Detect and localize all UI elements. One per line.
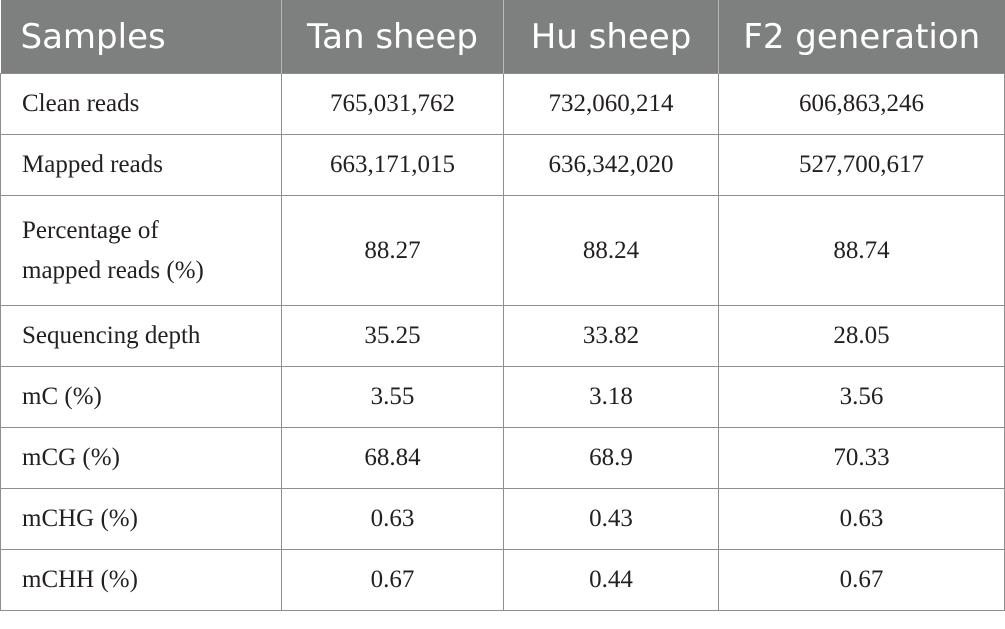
row-label: Sequencing depth bbox=[0, 305, 282, 367]
table-row: mC (%) 3.55 3.18 3.56 bbox=[0, 366, 1005, 428]
header-hu-sheep: Hu sheep bbox=[503, 0, 719, 74]
header-row: Samples Tan sheep Hu sheep F2 generation bbox=[0, 0, 1005, 74]
cell-value: 0.43 bbox=[503, 488, 719, 550]
table-row: Sequencing depth 35.25 33.82 28.05 bbox=[0, 305, 1005, 367]
row-label: mCG (%) bbox=[0, 427, 282, 489]
table-row: mCHH (%) 0.67 0.44 0.67 bbox=[0, 549, 1005, 611]
table-row: Mapped reads 663,171,015 636,342,020 527… bbox=[0, 134, 1005, 196]
cell-value: 33.82 bbox=[503, 305, 719, 367]
cell-value: 636,342,020 bbox=[503, 134, 719, 196]
row-label: mC (%) bbox=[0, 366, 282, 428]
header-tan-sheep: Tan sheep bbox=[281, 0, 504, 74]
row-label: mCHG (%) bbox=[0, 488, 282, 550]
cell-value: 70.33 bbox=[718, 427, 1005, 489]
cell-value: 68.84 bbox=[281, 427, 504, 489]
cell-value: 606,863,246 bbox=[718, 73, 1005, 135]
cell-value: 0.63 bbox=[281, 488, 504, 550]
row-label: Clean reads bbox=[0, 73, 282, 135]
header-f2-generation: F2 generation bbox=[718, 0, 1005, 74]
cell-value: 527,700,617 bbox=[718, 134, 1005, 196]
table-row: mCG (%) 68.84 68.9 70.33 bbox=[0, 427, 1005, 489]
header-samples: Samples bbox=[0, 0, 282, 74]
table-row: mCHG (%) 0.63 0.43 0.63 bbox=[0, 488, 1005, 550]
cell-value: 3.18 bbox=[503, 366, 719, 428]
table-row: Clean reads 765,031,762 732,060,214 606,… bbox=[0, 73, 1005, 135]
cell-value: 0.67 bbox=[281, 549, 504, 611]
cell-value: 0.63 bbox=[718, 488, 1005, 550]
cell-value: 68.9 bbox=[503, 427, 719, 489]
table-row: Percentage of mapped reads (%) 88.27 88.… bbox=[0, 195, 1005, 306]
cell-value: 88.27 bbox=[281, 195, 504, 306]
cell-value: 35.25 bbox=[281, 305, 504, 367]
cell-value: 3.55 bbox=[281, 366, 504, 428]
cell-value: 732,060,214 bbox=[503, 73, 719, 135]
cell-value: 28.05 bbox=[718, 305, 1005, 367]
row-label: Percentage of mapped reads (%) bbox=[0, 195, 282, 306]
cell-value: 3.56 bbox=[718, 366, 1005, 428]
cell-value: 0.67 bbox=[718, 549, 1005, 611]
cell-value: 88.24 bbox=[503, 195, 719, 306]
cell-value: 88.74 bbox=[718, 195, 1005, 306]
cell-value: 0.44 bbox=[503, 549, 719, 611]
sequencing-stats-table: Samples Tan sheep Hu sheep F2 generation… bbox=[0, 0, 1005, 611]
cell-value: 663,171,015 bbox=[281, 134, 504, 196]
row-label: mCHH (%) bbox=[0, 549, 282, 611]
row-label: Mapped reads bbox=[0, 134, 282, 196]
cell-value: 765,031,762 bbox=[281, 73, 504, 135]
